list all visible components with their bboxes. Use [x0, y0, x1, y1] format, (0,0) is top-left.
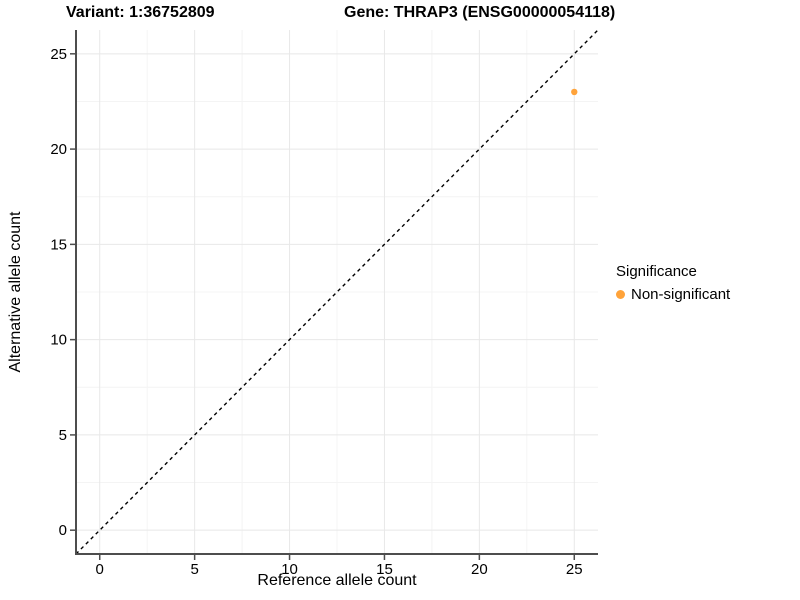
- y-tick-label: 0: [59, 522, 67, 539]
- legend-point-icon: [616, 290, 625, 299]
- y-tick-label: 10: [50, 332, 67, 349]
- variant-title: Variant: 1:36752809: [66, 4, 215, 21]
- y-tick-label: 20: [50, 141, 67, 158]
- legend-item: Non-significant: [616, 286, 730, 303]
- y-tick-label: 25: [50, 46, 67, 63]
- y-tick-label: 15: [50, 236, 67, 253]
- x-tick-label: 15: [376, 561, 393, 578]
- data-point: [571, 88, 578, 96]
- x-tick-label: 10: [281, 561, 298, 578]
- x-tick-label: 0: [96, 561, 104, 578]
- x-tick-label: 25: [566, 561, 583, 578]
- x-tick-label: 20: [471, 561, 488, 578]
- y-tick-label: 5: [59, 427, 67, 444]
- legend-title: Significance: [616, 263, 697, 280]
- x-axis-title: Reference allele count: [257, 572, 417, 589]
- y-axis-title: Alternative allele count: [7, 211, 24, 373]
- x-tick-label: 5: [190, 561, 198, 578]
- legend-item-label: Non-significant: [631, 286, 731, 303]
- gene-title: Gene: THRAP3 (ENSG00000054118): [344, 4, 616, 21]
- identity-dashed-line: [75, 29, 599, 555]
- legend: Significance Non-significant: [616, 263, 730, 303]
